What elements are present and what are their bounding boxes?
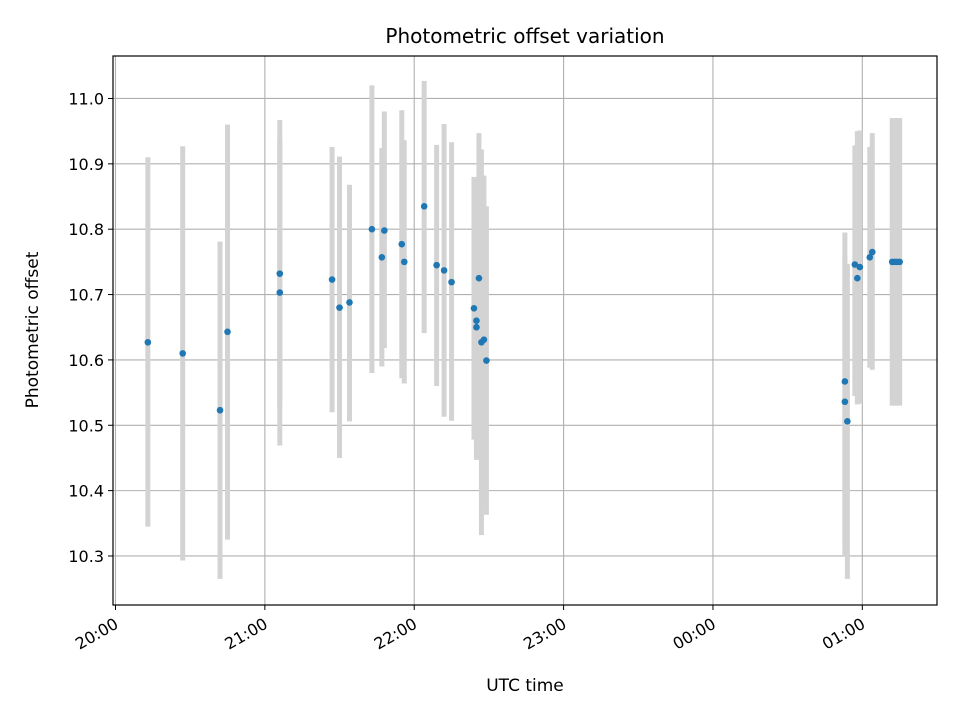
data-point bbox=[368, 225, 376, 233]
data-point bbox=[844, 418, 851, 425]
data-point bbox=[276, 289, 284, 296]
data-point bbox=[868, 248, 876, 256]
data-point bbox=[440, 267, 448, 274]
data-point bbox=[854, 274, 861, 282]
chart-title: Photometric offset variation bbox=[385, 24, 664, 48]
data-point bbox=[420, 203, 428, 210]
data-point bbox=[400, 258, 408, 266]
data-point bbox=[328, 276, 336, 283]
data-point bbox=[480, 336, 488, 343]
data-point bbox=[483, 357, 490, 364]
data-point bbox=[473, 323, 480, 331]
data-point bbox=[179, 350, 187, 357]
data-point bbox=[851, 261, 859, 268]
y-tick-label: 10.7 bbox=[68, 286, 104, 305]
data-point bbox=[276, 270, 284, 277]
y-tick-label: 10.5 bbox=[68, 416, 104, 435]
grid bbox=[113, 56, 937, 605]
data-point bbox=[841, 378, 849, 385]
data-point bbox=[896, 258, 903, 266]
y-tick-label: 10.3 bbox=[68, 547, 104, 566]
data-point bbox=[448, 278, 455, 286]
data-point bbox=[856, 263, 864, 271]
data-point bbox=[398, 240, 406, 248]
y-axis-label: Photometric offset bbox=[23, 251, 43, 408]
data-point bbox=[866, 253, 874, 261]
data-point bbox=[841, 398, 849, 406]
y-tick-label: 10.9 bbox=[68, 155, 104, 174]
data-point bbox=[216, 406, 224, 414]
data-point bbox=[381, 227, 388, 234]
data-point bbox=[346, 299, 353, 306]
y-tick-label: 11.0 bbox=[68, 89, 104, 108]
data-point bbox=[475, 274, 483, 282]
data-point bbox=[336, 304, 343, 311]
x-axis-label: UTC time bbox=[486, 676, 564, 696]
data-point bbox=[378, 253, 386, 261]
data-point bbox=[470, 304, 478, 312]
data-point bbox=[144, 338, 152, 346]
y-tick-label: 10.4 bbox=[68, 482, 104, 501]
y-tick-label: 10.6 bbox=[68, 351, 104, 370]
data-point bbox=[224, 328, 231, 336]
data-points bbox=[144, 203, 903, 425]
data-point bbox=[433, 261, 440, 269]
y-axis-ticks: 10.3 10.4 10.5 10.6 10.7 10.8 10.9 11.0 bbox=[68, 89, 113, 566]
data-point bbox=[473, 317, 480, 324]
y-tick-label: 10.8 bbox=[68, 220, 104, 239]
plot-frame bbox=[112, 55, 938, 606]
